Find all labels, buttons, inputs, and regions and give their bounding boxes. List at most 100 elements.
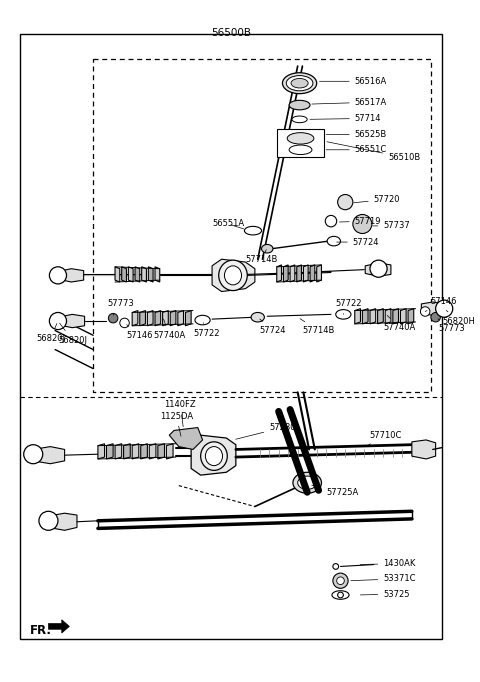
Text: 57724: 57724 [260,319,286,335]
Text: 57740A: 57740A [153,319,185,340]
Text: 56525B: 56525B [326,130,387,139]
Circle shape [333,573,348,589]
Polygon shape [155,310,161,326]
Polygon shape [132,310,138,326]
Polygon shape [122,267,126,282]
Ellipse shape [289,100,310,110]
Ellipse shape [293,472,322,493]
Text: 57146: 57146 [425,297,457,312]
Circle shape [120,318,129,327]
Text: 57737: 57737 [373,222,410,231]
Text: 57773: 57773 [108,299,134,315]
Polygon shape [212,259,255,291]
Circle shape [333,563,338,569]
Polygon shape [365,263,391,276]
Circle shape [49,267,67,284]
Polygon shape [283,265,288,282]
Polygon shape [115,444,122,459]
Ellipse shape [289,145,312,155]
Text: FR.: FR. [29,624,51,637]
Polygon shape [98,444,105,459]
Polygon shape [149,444,156,459]
Text: 1125DA: 1125DA [160,412,193,436]
Polygon shape [115,267,120,282]
Text: 56500B: 56500B [211,28,251,38]
Polygon shape [163,310,168,326]
Polygon shape [58,314,84,327]
Text: 57722: 57722 [336,299,362,314]
Polygon shape [378,309,384,324]
Polygon shape [142,267,146,282]
Ellipse shape [201,442,228,471]
Circle shape [49,312,67,329]
Polygon shape [303,265,308,282]
Text: 56820J: 56820J [36,323,65,342]
Ellipse shape [225,266,241,285]
Circle shape [24,445,43,464]
Polygon shape [167,444,173,459]
Text: 57722: 57722 [193,323,219,338]
Ellipse shape [262,244,273,253]
Polygon shape [158,444,165,459]
Text: 1140FZ: 1140FZ [165,400,196,427]
Ellipse shape [291,78,308,88]
Polygon shape [178,310,183,326]
Text: 56820H: 56820H [442,310,475,325]
Polygon shape [147,310,153,326]
Circle shape [108,314,118,323]
Text: 53371C: 53371C [351,574,416,583]
Polygon shape [362,309,368,324]
Text: 56517A: 56517A [312,98,387,106]
Text: 57280: 57280 [236,423,296,439]
Circle shape [370,260,387,278]
Polygon shape [135,267,140,282]
Text: 57724: 57724 [336,237,379,247]
Circle shape [337,194,353,210]
Polygon shape [400,309,406,324]
Ellipse shape [292,116,307,123]
Text: 56820J: 56820J [58,323,87,344]
Ellipse shape [251,312,264,322]
Circle shape [325,216,336,227]
Ellipse shape [282,73,317,93]
Polygon shape [123,444,130,459]
Text: 57725A: 57725A [312,486,359,496]
Polygon shape [297,265,301,282]
Text: 57714: 57714 [310,114,381,123]
Polygon shape [412,440,436,459]
Circle shape [337,592,343,598]
Ellipse shape [298,476,317,490]
Ellipse shape [205,447,223,466]
Text: 57740A: 57740A [384,315,416,332]
Polygon shape [132,444,139,459]
Ellipse shape [287,133,314,144]
Polygon shape [408,309,414,324]
Polygon shape [277,129,324,158]
Ellipse shape [244,226,262,235]
Polygon shape [355,309,360,324]
Polygon shape [140,310,145,326]
Polygon shape [370,309,376,324]
Ellipse shape [286,76,313,91]
Polygon shape [290,265,295,282]
Text: 56510B: 56510B [327,142,420,162]
Ellipse shape [219,260,247,291]
Polygon shape [107,444,113,459]
Polygon shape [128,267,133,282]
Ellipse shape [195,315,210,325]
Text: 57773: 57773 [438,318,465,333]
Text: 57719: 57719 [339,217,381,226]
Text: 57714B: 57714B [245,250,278,264]
Text: 57720: 57720 [354,195,400,204]
Polygon shape [277,265,281,282]
Circle shape [353,214,372,233]
Text: 56516A: 56516A [320,77,387,86]
Text: 53725: 53725 [360,589,410,599]
Polygon shape [48,513,77,531]
Polygon shape [421,302,444,315]
Text: 56551A: 56551A [212,220,244,229]
Circle shape [39,512,58,531]
Ellipse shape [327,237,340,246]
Circle shape [436,300,453,317]
Polygon shape [191,435,236,475]
